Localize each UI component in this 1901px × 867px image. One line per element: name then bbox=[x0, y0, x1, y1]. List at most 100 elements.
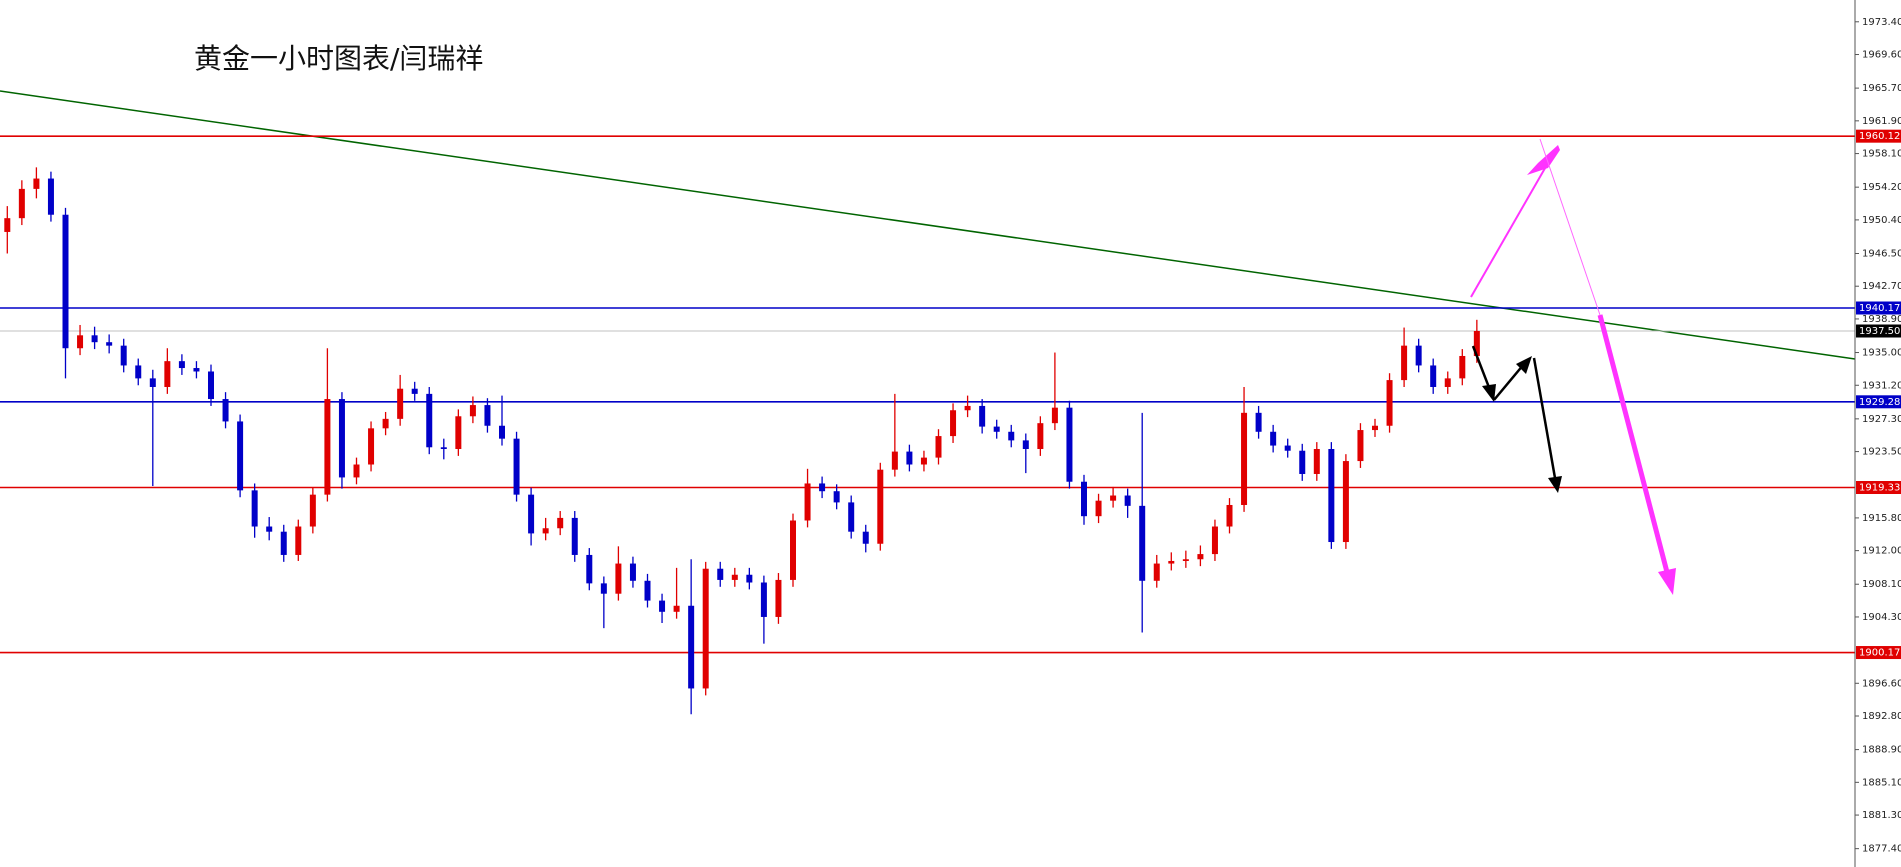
candle-body bbox=[106, 342, 113, 346]
candle-body bbox=[877, 469, 884, 544]
y-tick-label: 1904.30 bbox=[1862, 612, 1901, 623]
candle-body bbox=[135, 365, 142, 379]
candle-body bbox=[702, 568, 709, 689]
candle-body bbox=[528, 494, 535, 534]
candle-body bbox=[1008, 431, 1015, 441]
candle-body bbox=[426, 393, 433, 448]
candle-body bbox=[1124, 495, 1131, 506]
arrow bbox=[1493, 363, 1525, 401]
candle-body bbox=[237, 421, 244, 491]
y-tick-label: 1908.10 bbox=[1862, 579, 1901, 590]
candle-body bbox=[1139, 505, 1146, 581]
y-tick-label: 1958.10 bbox=[1862, 149, 1901, 160]
candle-body bbox=[688, 605, 695, 689]
candle-body bbox=[266, 526, 273, 532]
candle-body bbox=[208, 371, 214, 400]
candle-body bbox=[964, 405, 971, 411]
candle-body bbox=[120, 345, 127, 366]
y-tick-label: 1892.80 bbox=[1862, 711, 1901, 722]
candle-body bbox=[62, 214, 69, 349]
candle-body bbox=[513, 438, 520, 495]
y-tick-label: 1885.10 bbox=[1862, 777, 1901, 788]
candle-body bbox=[979, 405, 986, 427]
y-tick-label: 1942.70 bbox=[1862, 281, 1901, 292]
candle-body bbox=[1328, 449, 1335, 543]
candle-body bbox=[309, 494, 316, 527]
candle-body bbox=[920, 457, 927, 465]
candle-body bbox=[324, 399, 331, 495]
y-tick-label: 1896.60 bbox=[1862, 678, 1901, 689]
candle-body bbox=[1386, 380, 1393, 426]
candle-body bbox=[935, 436, 942, 458]
arrow bbox=[1471, 345, 1492, 391]
candle-body bbox=[1182, 559, 1189, 561]
y-tick-label: 1938.90 bbox=[1862, 314, 1901, 325]
arrow bbox=[1597, 314, 1671, 577]
arrow-head bbox=[1548, 476, 1562, 493]
candle-body bbox=[717, 568, 724, 580]
candle-body bbox=[615, 563, 622, 594]
candle-body bbox=[819, 483, 826, 492]
candle-body bbox=[1051, 407, 1058, 424]
price-label: 1940.17 bbox=[1859, 303, 1900, 314]
arrow bbox=[1470, 155, 1553, 298]
arrow-head bbox=[1482, 384, 1496, 402]
candle-body bbox=[1444, 378, 1451, 387]
candle-body bbox=[644, 580, 651, 601]
candle-body bbox=[1401, 345, 1408, 381]
candle-body bbox=[1022, 440, 1029, 450]
candle-body bbox=[833, 491, 840, 503]
candle-body bbox=[1284, 445, 1291, 451]
y-tick-label: 1912.00 bbox=[1862, 546, 1901, 557]
candle-body bbox=[848, 502, 855, 532]
candle-body bbox=[673, 605, 680, 612]
candle-body bbox=[222, 399, 229, 422]
arrow-head bbox=[1516, 356, 1532, 374]
y-tick-label: 1954.20 bbox=[1862, 182, 1901, 193]
candle-body bbox=[1415, 345, 1422, 366]
candle-body bbox=[338, 399, 345, 478]
candle-body bbox=[1095, 500, 1102, 517]
y-axis-ticks: 1973.40 1969.60 1965.70 1961.90 1958.10 1954.… bbox=[1855, 17, 1901, 855]
candle-body bbox=[193, 368, 200, 372]
candle-body bbox=[1459, 355, 1466, 379]
y-tick-label: 1946.50 bbox=[1862, 248, 1901, 259]
candle-body bbox=[440, 447, 447, 450]
candle-body bbox=[382, 418, 389, 429]
annotation-arrows bbox=[1470, 138, 1676, 595]
candle-body bbox=[178, 361, 185, 369]
y-tick-label: 1969.60 bbox=[1862, 50, 1901, 61]
y-tick-label: 1881.30 bbox=[1862, 810, 1901, 821]
y-tick-label: 1923.50 bbox=[1862, 447, 1901, 458]
y-tick-label: 1915.80 bbox=[1862, 513, 1901, 524]
candle-body bbox=[542, 528, 549, 534]
candle-body bbox=[91, 335, 98, 343]
candle-body bbox=[1081, 481, 1087, 517]
arrow-head bbox=[1527, 145, 1560, 175]
candle-body bbox=[1197, 554, 1204, 560]
y-tick-label: 1961.90 bbox=[1862, 116, 1901, 127]
candle-body bbox=[600, 583, 607, 594]
candle-body bbox=[1270, 431, 1277, 446]
chart-title: 黄金一小时图表/闫瑞祥 bbox=[194, 42, 483, 75]
candle-body bbox=[1110, 495, 1117, 501]
levels: 1960.12 1940.17 1937.50 1929.28 1919.33 1900.… bbox=[0, 129, 1901, 660]
candle-body bbox=[1372, 425, 1378, 431]
candle-body bbox=[164, 361, 171, 387]
price-label: 1929.28 bbox=[1859, 397, 1900, 408]
candle-body bbox=[586, 554, 593, 584]
candle-body bbox=[746, 574, 753, 583]
candle-body bbox=[1473, 331, 1480, 356]
candle-body bbox=[659, 600, 666, 612]
candle-body bbox=[149, 378, 156, 387]
candle-body bbox=[790, 520, 796, 580]
candle-body bbox=[368, 428, 375, 465]
price-label-box bbox=[1856, 395, 1901, 409]
price-label-box bbox=[1856, 324, 1901, 338]
candle-body bbox=[1168, 560, 1175, 564]
candle-body bbox=[469, 405, 476, 417]
candle-body bbox=[1153, 563, 1160, 581]
candle-body bbox=[1211, 526, 1218, 555]
candle-body bbox=[1241, 412, 1248, 505]
